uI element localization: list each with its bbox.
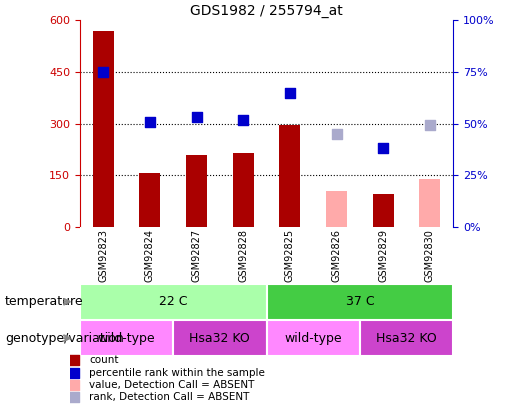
Point [286,90,294,96]
Bar [80,320,173,356]
Bar [267,320,360,356]
Text: GSM92829: GSM92829 [378,229,388,281]
Point [332,130,340,137]
Bar [419,179,440,227]
Bar [267,284,453,320]
Text: count: count [89,356,119,365]
Bar [279,125,300,227]
Text: GSM92825: GSM92825 [285,228,295,282]
Point [193,113,201,120]
Bar [186,154,207,227]
Point [239,117,247,123]
Bar [93,31,114,227]
Text: Hsa32 KO: Hsa32 KO [190,332,250,345]
Point [426,122,434,128]
Text: genotype/variation: genotype/variation [5,332,124,345]
Point [146,119,154,125]
Text: GSM92824: GSM92824 [145,229,155,281]
Point [70,382,78,388]
Text: GSM92830: GSM92830 [425,229,435,281]
Text: wild-type: wild-type [284,332,342,345]
Text: rank, Detection Call = ABSENT: rank, Detection Call = ABSENT [89,392,250,402]
Text: GSM92826: GSM92826 [332,229,341,281]
Text: GSM92823: GSM92823 [98,229,108,281]
Bar [373,194,393,227]
Text: percentile rank within the sample: percentile rank within the sample [89,368,265,377]
Bar [233,153,254,227]
Bar [80,284,267,320]
Text: Hsa32 KO: Hsa32 KO [376,332,437,345]
Point [70,357,78,364]
Bar [326,191,347,227]
Bar [173,320,267,356]
Text: 37 C: 37 C [346,295,374,308]
Title: GDS1982 / 255794_at: GDS1982 / 255794_at [190,4,343,18]
Point [70,394,78,400]
Text: wild-type: wild-type [98,332,156,345]
Bar [140,173,160,227]
Text: temperature: temperature [5,295,84,308]
Text: GSM92827: GSM92827 [192,228,201,282]
Text: GSM92828: GSM92828 [238,229,248,281]
Text: 22 C: 22 C [159,295,187,308]
Point [99,68,107,75]
Text: value, Detection Call = ABSENT: value, Detection Call = ABSENT [89,380,254,390]
Point [70,369,78,376]
Bar [360,320,453,356]
Point [379,145,387,151]
